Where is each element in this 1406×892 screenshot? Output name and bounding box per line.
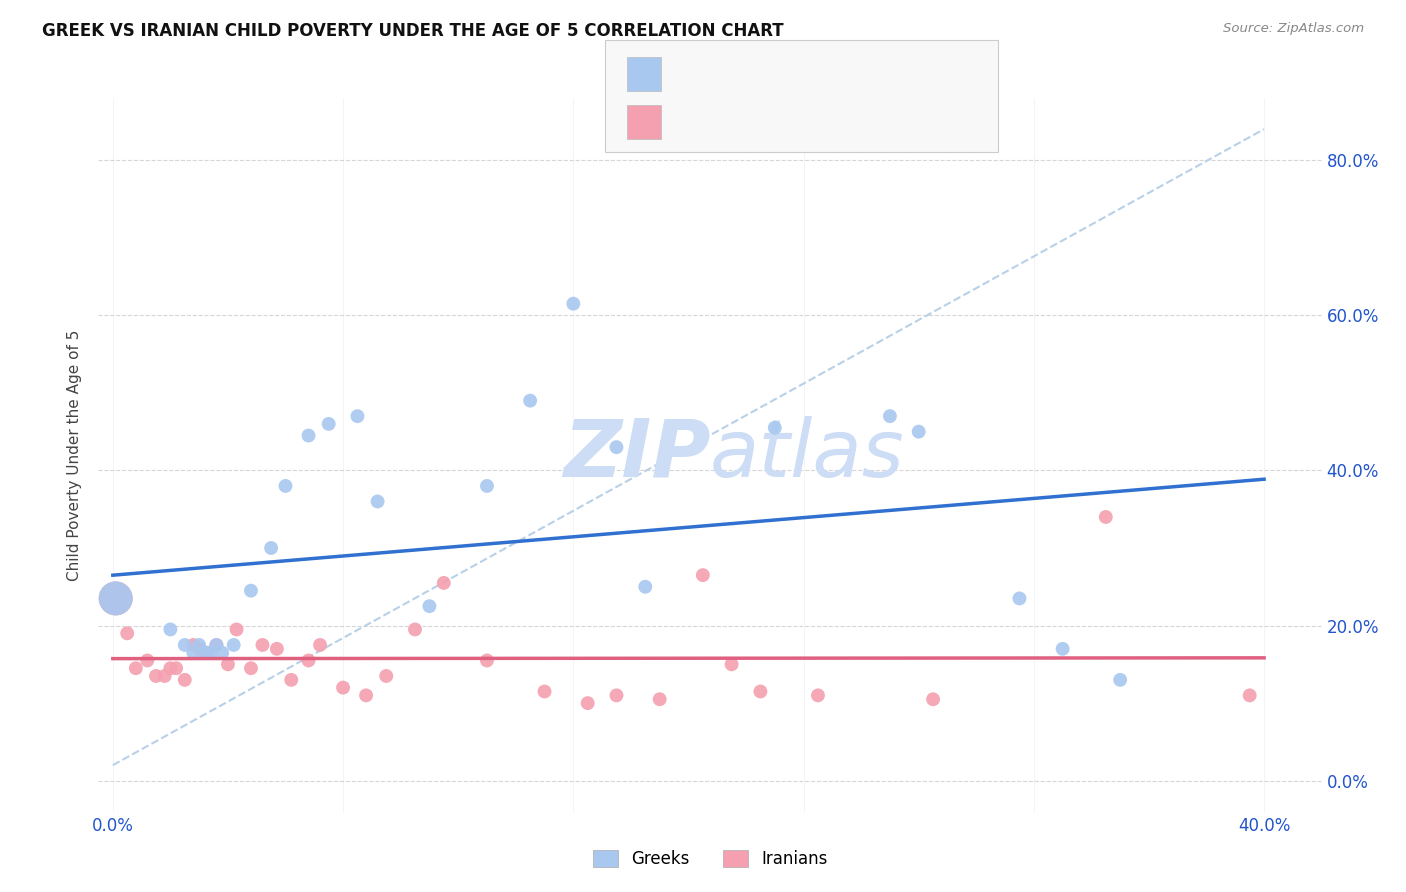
Point	[297, 653, 319, 667]
Point	[125, 661, 148, 675]
Point	[634, 580, 657, 594]
Point	[1094, 510, 1116, 524]
Point	[165, 661, 187, 675]
Point	[1239, 689, 1261, 703]
Point	[136, 653, 159, 667]
Point	[252, 638, 274, 652]
Text: N =: N =	[804, 65, 841, 83]
Point	[194, 646, 217, 660]
Point	[648, 692, 671, 706]
Point	[197, 646, 219, 660]
Point	[115, 626, 138, 640]
Point	[749, 684, 772, 698]
Point	[159, 623, 181, 637]
Point	[309, 638, 332, 652]
Text: 38: 38	[848, 113, 870, 131]
Text: R =: R =	[671, 113, 707, 131]
Text: Source: ZipAtlas.com: Source: ZipAtlas.com	[1223, 22, 1364, 36]
Point	[217, 657, 239, 672]
Point	[346, 409, 368, 424]
Point	[239, 661, 262, 675]
Point	[475, 653, 498, 667]
Text: 0.292: 0.292	[716, 113, 769, 131]
Y-axis label: Child Poverty Under the Age of 5: Child Poverty Under the Age of 5	[67, 329, 83, 581]
Point	[404, 623, 426, 637]
Point	[159, 661, 181, 675]
Point	[907, 425, 929, 439]
Text: N =: N =	[804, 113, 841, 131]
Point	[104, 591, 127, 606]
Text: GREEK VS IRANIAN CHILD POVERTY UNDER THE AGE OF 5 CORRELATION CHART: GREEK VS IRANIAN CHILD POVERTY UNDER THE…	[42, 22, 783, 40]
Point	[922, 692, 945, 706]
Text: 29: 29	[848, 65, 872, 83]
Point	[183, 638, 205, 652]
Point	[173, 673, 195, 687]
Point	[562, 296, 585, 310]
Text: atlas: atlas	[710, 416, 905, 494]
Point	[433, 575, 456, 590]
Point	[692, 568, 714, 582]
Point	[318, 417, 340, 431]
Point	[266, 641, 288, 656]
Point	[188, 638, 211, 652]
Point	[104, 591, 127, 606]
Point	[576, 696, 599, 710]
Text: R =: R =	[671, 65, 707, 83]
Point	[519, 393, 541, 408]
Point	[274, 479, 297, 493]
Point	[260, 541, 283, 555]
Point	[153, 669, 176, 683]
Point	[280, 673, 302, 687]
Point	[354, 689, 377, 703]
Point	[211, 646, 233, 660]
Point	[1052, 641, 1074, 656]
Point	[763, 421, 786, 435]
Text: 0.511: 0.511	[716, 65, 768, 83]
Point	[225, 623, 247, 637]
Point	[720, 657, 742, 672]
Point	[239, 583, 262, 598]
Point	[297, 428, 319, 442]
Point	[222, 638, 245, 652]
Text: ZIP: ZIP	[562, 416, 710, 494]
Point	[605, 689, 627, 703]
Point	[879, 409, 901, 424]
Point	[1109, 673, 1132, 687]
Point	[375, 669, 398, 683]
Point	[605, 440, 627, 454]
Point	[332, 681, 354, 695]
Point	[145, 669, 167, 683]
Point	[173, 638, 195, 652]
Point	[200, 646, 222, 660]
Point	[205, 638, 228, 652]
Point	[188, 641, 211, 656]
Point	[533, 684, 555, 698]
Point	[367, 494, 389, 508]
Point	[475, 479, 498, 493]
Point	[418, 599, 440, 614]
Point	[205, 638, 228, 652]
Legend: Greeks, Iranians: Greeks, Iranians	[586, 843, 834, 875]
Point	[1008, 591, 1031, 606]
Point	[183, 646, 205, 660]
Point	[807, 689, 830, 703]
